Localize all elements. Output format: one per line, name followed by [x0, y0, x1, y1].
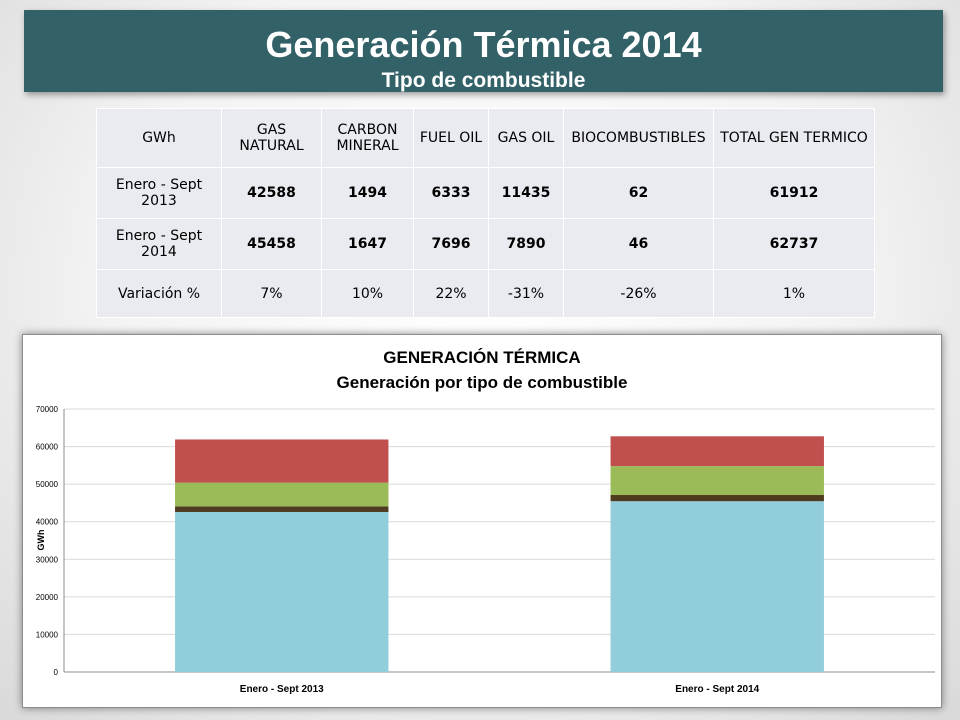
table-header-cell: GWh	[96, 108, 222, 168]
table-cell: 7696	[413, 218, 489, 270]
table-cell: -26%	[563, 269, 714, 318]
table-cell: 1494	[321, 167, 414, 219]
table-header-cell: TOTAL GEN TERMICO	[713, 108, 875, 168]
table-row: Variación % 7% 10% 22% -31% -26% 1%	[96, 269, 875, 318]
page-subtitle: Tipo de combustible	[381, 69, 586, 92]
table-cell: 7890	[488, 218, 564, 270]
bar-segment	[610, 436, 824, 467]
table-header-cell: BIOCOMBUSTIBLES	[563, 108, 714, 168]
y-tick-label: 40000	[36, 518, 59, 527]
page-title: Generación Térmica 2014	[265, 24, 702, 65]
table-cell: 1%	[713, 269, 875, 318]
table-cell: 45458	[221, 218, 322, 270]
bar-segment	[175, 482, 389, 507]
table-header-cell: GAS NATURAL	[221, 108, 322, 168]
y-tick-label: 70000	[36, 405, 59, 414]
table-cell: 10%	[321, 269, 414, 318]
x-tick-label: Enero - Sept 2014	[675, 684, 759, 695]
bar-segment	[175, 506, 389, 512]
row-label-cell: Enero - Sept 2014	[96, 218, 222, 270]
row-label-cell: Variación %	[96, 269, 222, 318]
table-cell: -31%	[488, 269, 564, 318]
table-cell: 6333	[413, 167, 489, 219]
y-tick-label: 10000	[36, 630, 59, 639]
y-tick-label: 0	[54, 668, 59, 677]
table-header-cell: FUEL OIL	[413, 108, 489, 168]
table-cell: 7%	[221, 269, 322, 318]
table-cell: 22%	[413, 269, 489, 318]
bar-segment	[610, 466, 824, 496]
table-header-cell: GAS OIL	[488, 108, 564, 168]
table-row: Enero - Sept 2014 45458 1647 7696 7890 4…	[96, 218, 875, 270]
bar-segment	[175, 439, 389, 483]
y-tick-label: 60000	[36, 443, 59, 452]
y-tick-label: 50000	[36, 480, 59, 489]
row-label-cell: Enero - Sept 2013	[96, 167, 222, 219]
table-header-cell: CARBON MINERAL	[321, 108, 414, 168]
bar-segment	[175, 511, 389, 672]
bar-segment	[610, 495, 824, 502]
table-cell: 62737	[713, 218, 875, 270]
table-cell: 42588	[221, 167, 322, 219]
table-cell: 1647	[321, 218, 414, 270]
table-row: Enero - Sept 2013 42588 1494 6333 11435 …	[96, 167, 875, 219]
title-banner: Generación Térmica 2014 Tipo de combusti…	[24, 10, 943, 92]
generation-table: GWh GAS NATURAL CARBON MINERAL FUEL OIL …	[96, 108, 875, 318]
table-cell: 62	[563, 167, 714, 219]
table-cell: 61912	[713, 167, 875, 219]
table-header-row: GWh GAS NATURAL CARBON MINERAL FUEL OIL …	[96, 108, 875, 168]
chart-subtitle: Generación por tipo de combustible	[337, 373, 628, 392]
chart-title: GENERACIÓN TÉRMICA	[383, 348, 580, 367]
table-cell: 11435	[488, 167, 564, 219]
x-tick-label: Enero - Sept 2013	[240, 684, 324, 695]
chart-panel: GENERACIÓN TÉRMICA Generación por tipo d…	[22, 334, 942, 708]
y-tick-label: 20000	[36, 593, 59, 602]
y-tick-label: 30000	[36, 555, 59, 564]
y-axis-label: GWh	[36, 530, 46, 551]
bar-segment	[610, 501, 824, 672]
table-cell: 46	[563, 218, 714, 270]
stacked-bar-chart: GENERACIÓN TÉRMICA Generación por tipo d…	[36, 348, 935, 695]
